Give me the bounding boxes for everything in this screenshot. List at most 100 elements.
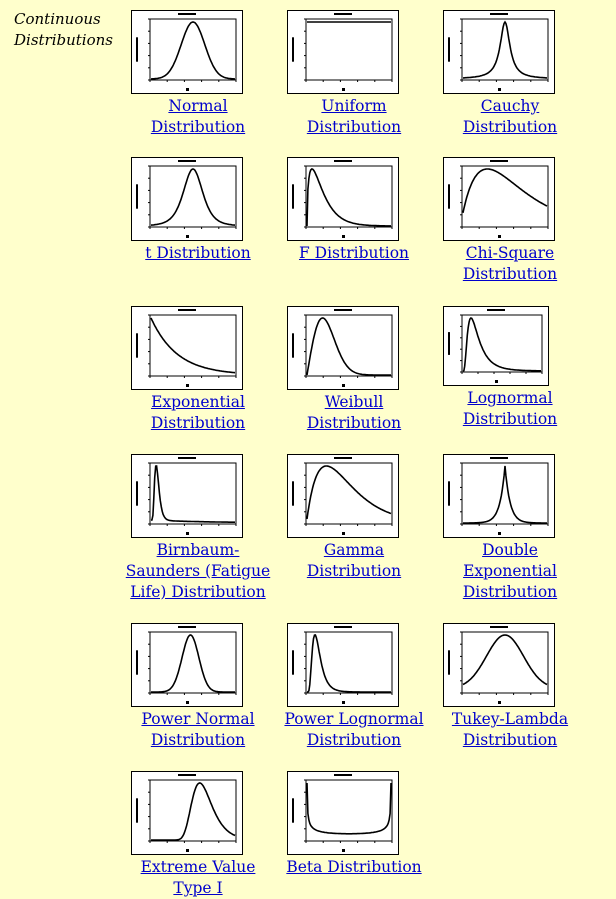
thumbnail-power-normal-distribution[interactable] <box>131 623 243 707</box>
plot-title-mark <box>334 774 352 776</box>
pdf-plot <box>292 457 393 535</box>
y-axis-label-mark <box>292 333 294 358</box>
plot-frame <box>305 314 393 377</box>
thumbnail-tukey-lambda-distribution[interactable] <box>443 623 555 707</box>
link-f-distribution[interactable]: F Distribution <box>298 244 410 262</box>
link-tukey-lambda-distribution[interactable]: Tukey-Lambda Distribution <box>451 710 569 749</box>
pdf-plot <box>136 457 237 535</box>
y-axis-label-mark <box>292 37 294 62</box>
plot-title-mark <box>487 309 505 311</box>
thumbnail-birnbaum-saunders-fatigue-life-distribution[interactable] <box>131 454 243 538</box>
y-axis-label-mark <box>448 184 450 209</box>
plot-frame <box>461 462 549 525</box>
plot-frame <box>305 631 393 694</box>
y-axis-label-mark <box>448 650 450 675</box>
x-axis-label-mark <box>186 849 189 852</box>
thumbnail-gamma-distribution[interactable] <box>287 454 399 538</box>
link-t-distribution[interactable]: t Distribution <box>145 244 251 262</box>
pdf-plot <box>448 309 543 383</box>
link-weibull-distribution[interactable]: Weibull Distribution <box>306 393 402 432</box>
thumbnail-beta-distribution[interactable] <box>287 771 399 855</box>
pdf-plot <box>136 309 237 387</box>
thumbnail-extreme-value-type-i[interactable] <box>131 771 243 855</box>
link-power-normal-distribution[interactable]: Power Normal Distribution <box>141 710 255 749</box>
thumbnail-exponential-distribution[interactable] <box>131 306 243 390</box>
link-birnbaum-saunders-fatigue-life-distribution[interactable]: Birnbaum- Saunders (Fatigue Life) Distri… <box>125 541 271 601</box>
link-normal-distribution[interactable]: Normal Distribution <box>150 97 246 136</box>
link-beta-distribution[interactable]: Beta Distribution <box>286 858 422 876</box>
pdf-plot <box>136 160 237 238</box>
plot-title-mark <box>490 13 508 15</box>
thumbnail-t-distribution[interactable] <box>131 157 243 241</box>
x-axis-label-mark <box>342 88 345 91</box>
density-curve <box>462 168 548 213</box>
link-gamma-distribution[interactable]: Gamma Distribution <box>306 541 402 580</box>
plot-frame <box>149 779 237 842</box>
plot-title-mark <box>178 13 196 15</box>
section-label: Continuous Distributions <box>14 10 113 49</box>
link-cauchy-distribution[interactable]: Cauchy Distribution <box>462 97 558 136</box>
plot-frame <box>305 165 393 228</box>
thumbnail-weibull-distribution[interactable] <box>287 306 399 390</box>
density-curve <box>307 634 391 693</box>
pdf-plot <box>136 774 237 852</box>
y-axis-label-mark <box>136 650 138 675</box>
x-axis-label-mark <box>342 849 345 852</box>
plot-frame <box>149 18 237 81</box>
pdf-plot <box>448 160 549 238</box>
thumbnail-power-lognormal-distribution[interactable] <box>287 623 399 707</box>
x-axis-label-mark <box>342 384 345 387</box>
link-chi-square-distribution[interactable]: Chi-Square Distribution <box>462 244 558 283</box>
density-curve <box>462 634 548 686</box>
plot-title-mark <box>334 626 352 628</box>
density-curve <box>150 465 235 523</box>
density-curve <box>306 782 392 835</box>
pdf-plot <box>448 626 549 704</box>
thumbnail-cauchy-distribution[interactable] <box>443 10 555 94</box>
pdf-plot <box>292 626 393 704</box>
density-curve <box>306 168 391 227</box>
y-axis-label-mark <box>292 481 294 506</box>
x-axis-label-mark <box>186 532 189 535</box>
x-axis-label-mark <box>186 235 189 238</box>
pdf-plot <box>136 13 237 91</box>
thumbnail-lognormal-distribution[interactable] <box>443 306 549 386</box>
link-double-exponential-distribution[interactable]: Double Exponential Distribution <box>462 541 558 601</box>
pdf-plot <box>448 457 549 535</box>
x-axis-label-mark <box>342 532 345 535</box>
pdf-plot <box>448 13 549 91</box>
x-axis-label-mark <box>186 701 189 704</box>
plot-frame <box>461 165 549 228</box>
pdf-plot <box>292 13 393 91</box>
plot-frame <box>149 631 237 694</box>
thumbnail-normal-distribution[interactable] <box>131 10 243 94</box>
plot-title-mark <box>334 160 352 162</box>
plot-title-mark <box>490 626 508 628</box>
thumbnail-chi-square-distribution[interactable] <box>443 157 555 241</box>
density-curve <box>306 317 391 376</box>
plot-frame <box>149 165 237 228</box>
y-axis-label-mark <box>292 650 294 675</box>
link-extreme-value-type-i[interactable]: Extreme Value Type I <box>140 858 256 897</box>
x-axis-label-mark <box>498 701 501 704</box>
plot-title-mark <box>334 457 352 459</box>
x-axis-label-mark <box>498 235 501 238</box>
thumbnail-uniform-distribution[interactable] <box>287 10 399 94</box>
link-lognormal-distribution[interactable]: Lognormal Distribution <box>462 389 558 428</box>
thumbnail-f-distribution[interactable] <box>287 157 399 241</box>
pdf-plot <box>136 626 237 704</box>
plot-frame <box>305 779 393 842</box>
thumbnail-double-exponential-distribution[interactable] <box>443 454 555 538</box>
x-axis-label-mark <box>498 532 501 535</box>
density-curve <box>463 465 547 524</box>
link-power-lognormal-distribution[interactable]: Power Lognormal Distribution <box>284 710 424 749</box>
link-uniform-distribution[interactable]: Uniform Distribution <box>306 97 402 136</box>
plot-title-mark <box>490 457 508 459</box>
plot-title-mark <box>490 160 508 162</box>
plot-title-mark <box>334 309 352 311</box>
density-curve <box>151 168 235 226</box>
density-curve <box>306 465 392 520</box>
plot-frame <box>461 314 543 373</box>
plot-frame <box>149 314 237 377</box>
link-exponential-distribution[interactable]: Exponential Distribution <box>150 393 246 432</box>
